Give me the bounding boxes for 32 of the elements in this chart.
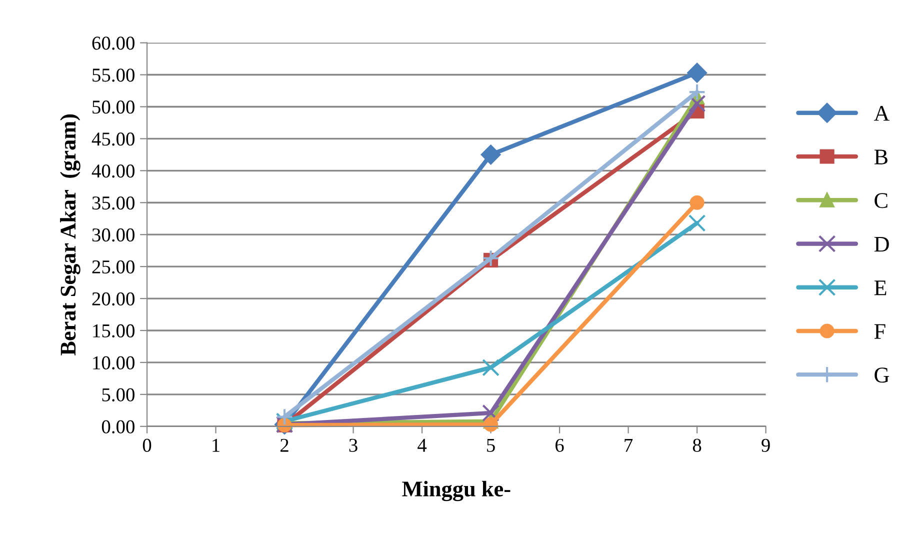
legend-label: A	[874, 106, 890, 121]
x-tick-label: 3	[349, 438, 358, 452]
legend-label: G	[874, 368, 890, 383]
y-tick-label: 5.00	[102, 388, 134, 402]
x-axis-title: Minggu ke-	[402, 480, 510, 502]
y-tick-label: 20.00	[92, 292, 134, 306]
y-tick-label: 40.00	[92, 164, 134, 178]
legend-label: E	[874, 280, 886, 296]
y-tick-label: 50.00	[92, 100, 134, 114]
x-tick-label: 7	[624, 438, 633, 452]
x-tick-label: 0	[142, 438, 152, 452]
y-tick-label: 10.00	[93, 356, 134, 370]
y-tick-label: 45.00	[92, 132, 134, 146]
y-tick-label: 30.00	[92, 228, 134, 242]
y-tick-label: 0.00	[102, 420, 134, 434]
y-tick-label: 55.00	[92, 68, 134, 82]
y-tick-label: 60.00	[92, 36, 134, 50]
x-tick-label: 1	[212, 438, 220, 452]
legend-label: C	[874, 193, 888, 208]
x-tick-label: 5	[487, 438, 495, 452]
y-tick-label: 15.00	[93, 324, 134, 338]
legend-label: D	[874, 236, 889, 252]
x-tick-label: 4	[418, 438, 427, 452]
y-tick-label: 35.00	[92, 196, 134, 210]
x-tick-label: 8	[692, 438, 702, 452]
x-tick-label: 2	[280, 438, 288, 452]
y-axis-title: Berat Segar Akar (gram)	[60, 114, 80, 356]
x-tick-label: 9	[762, 438, 770, 452]
y-tick-label: 25.00	[92, 260, 134, 274]
legend-label: B	[874, 150, 888, 164]
legend-label: F	[874, 324, 886, 339]
x-tick-label: 6	[556, 438, 564, 452]
